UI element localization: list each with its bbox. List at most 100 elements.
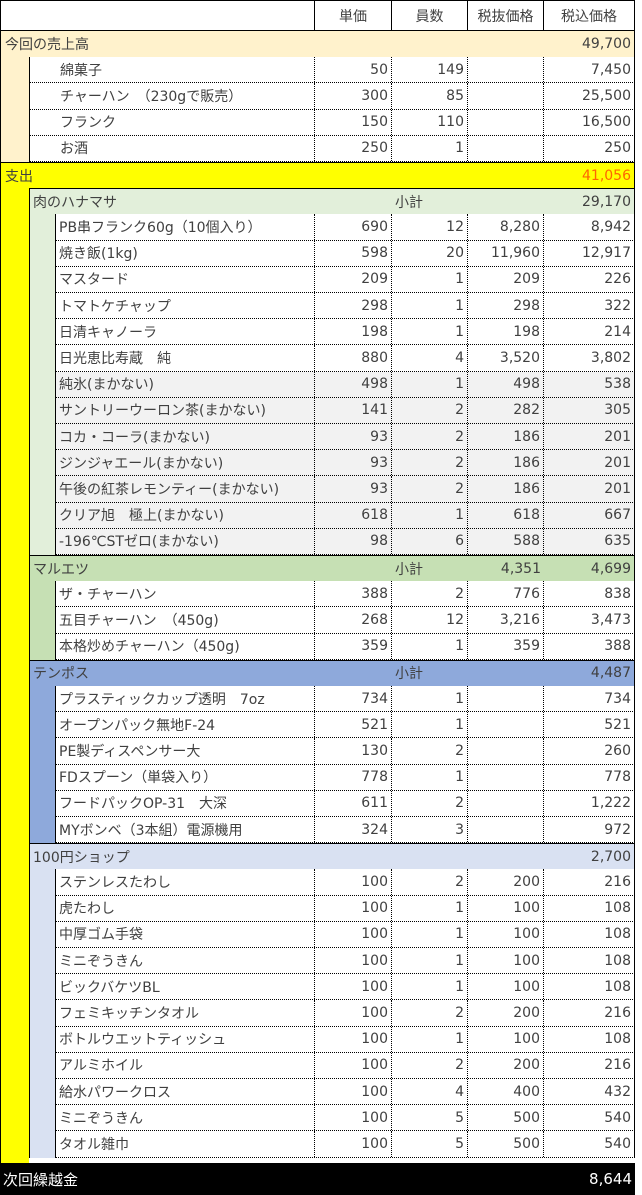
item-taxed-cell[interactable]: 734 <box>604 690 631 707</box>
item-unit-cell[interactable]: 598 <box>315 240 392 266</box>
item-qty-cell[interactable]: 2 <box>392 581 468 607</box>
item-pretax-cell[interactable]: 618 <box>468 502 544 528</box>
item-name-cell[interactable]: 五目チャーハン （450g) <box>56 607 315 633</box>
header-col-unit-price[interactable]: 単価 <box>314 1 391 30</box>
item-name-cell[interactable]: 純氷(まかない) <box>56 371 315 397</box>
item-qty-cell[interactable]: 1 <box>392 371 468 397</box>
item-name-cell[interactable]: ボトルウエットティッシュ <box>56 1026 315 1052</box>
item-unit-cell[interactable]: 100 <box>315 974 392 1000</box>
item-pretax-cell[interactable]: 3,216 <box>468 607 544 633</box>
item-qty-cell[interactable]: 2 <box>392 450 468 476</box>
expenses-label[interactable]: 支出 <box>5 168 33 185</box>
item-qty-cell[interactable]: 4 <box>392 345 468 371</box>
item-taxed-cell[interactable]: 108 <box>604 926 631 943</box>
item-taxed-cell[interactable]: 216 <box>604 1057 631 1074</box>
item-taxed-cell[interactable]: 108 <box>604 978 631 995</box>
item-pretax-cell[interactable]: 8,280 <box>468 214 544 240</box>
header-col-qty[interactable]: 員数 <box>391 1 467 30</box>
item-name-cell[interactable]: フードパックOP-31 大深 <box>56 790 315 816</box>
item-taxed-cell[interactable]: 214 <box>604 323 631 340</box>
item-unit-cell[interactable]: 100 <box>315 948 392 974</box>
item-taxed-cell[interactable]: 7,450 <box>590 61 631 78</box>
subtotal-pretax[interactable] <box>468 661 544 686</box>
item-pretax-cell[interactable] <box>468 57 544 83</box>
subtotal-pretax[interactable] <box>468 844 544 869</box>
item-unit-cell[interactable]: 100 <box>315 869 392 895</box>
item-taxed-cell[interactable]: 322 <box>604 297 631 314</box>
item-pretax-cell[interactable] <box>468 109 544 135</box>
item-unit-cell[interactable]: 300 <box>315 83 392 109</box>
item-pretax-cell[interactable]: 200 <box>468 1052 544 1078</box>
item-unit-cell[interactable]: 324 <box>315 817 392 843</box>
item-qty-cell[interactable]: 1 <box>392 319 468 345</box>
item-unit-cell[interactable]: 50 <box>315 57 392 83</box>
item-pretax-cell[interactable]: 100 <box>468 948 544 974</box>
item-taxed-cell[interactable]: 521 <box>604 716 631 733</box>
item-qty-cell[interactable]: 2 <box>392 738 468 764</box>
item-name-cell[interactable]: 給水パワークロス <box>56 1079 315 1105</box>
item-name-cell[interactable]: 日光恵比寿蔵 純 <box>56 345 315 371</box>
item-unit-cell[interactable]: 298 <box>315 293 392 319</box>
item-qty-cell[interactable]: 110 <box>392 109 468 135</box>
item-taxed-cell[interactable]: 667 <box>604 507 631 524</box>
store-name[interactable]: 100円ショップ <box>33 849 130 866</box>
item-qty-cell[interactable]: 20 <box>392 240 468 266</box>
header-col-taxed[interactable]: 税込価格 <box>543 1 634 30</box>
item-qty-cell[interactable]: 1 <box>392 948 468 974</box>
item-name-cell[interactable]: コカ・コーラ(まかない) <box>56 424 315 450</box>
item-name-cell[interactable]: ミニぞうきん <box>56 948 315 974</box>
item-name-cell[interactable]: ミニぞうきん <box>56 1105 315 1131</box>
item-taxed-cell[interactable]: 226 <box>604 271 631 288</box>
item-taxed-cell[interactable]: 16,500 <box>582 114 631 131</box>
item-name-cell[interactable]: 日清キャノーラ <box>56 319 315 345</box>
item-pretax-cell[interactable]: 500 <box>468 1131 544 1157</box>
item-qty-cell[interactable]: 1 <box>392 921 468 947</box>
item-qty-cell[interactable]: 1 <box>392 712 468 738</box>
subtotal-taxed[interactable]: 29,170 <box>582 193 631 210</box>
item-pretax-cell[interactable]: 209 <box>468 266 544 292</box>
item-name-cell[interactable]: 中厚ゴム手袋 <box>56 921 315 947</box>
item-qty-cell[interactable]: 3 <box>392 817 468 843</box>
item-name-cell[interactable]: チャーハン （230gで販売） <box>30 83 315 109</box>
subtotal-pretax[interactable] <box>468 189 544 214</box>
item-pretax-cell[interactable] <box>468 686 544 712</box>
item-name-cell[interactable]: 虎たわし <box>56 895 315 921</box>
item-pretax-cell[interactable] <box>468 738 544 764</box>
item-pretax-cell[interactable] <box>468 817 544 843</box>
item-pretax-cell[interactable] <box>468 712 544 738</box>
subtotal-taxed[interactable]: 4,699 <box>590 560 631 577</box>
item-name-cell[interactable]: オープンパック無地F-24 <box>56 712 315 738</box>
item-unit-cell[interactable]: 100 <box>315 1052 392 1078</box>
item-unit-cell[interactable]: 100 <box>315 921 392 947</box>
item-taxed-cell[interactable]: 108 <box>604 1031 631 1048</box>
item-taxed-cell[interactable]: 540 <box>604 1109 631 1126</box>
item-taxed-cell[interactable]: 108 <box>604 900 631 917</box>
item-qty-cell[interactable]: 12 <box>392 214 468 240</box>
item-pretax-cell[interactable]: 500 <box>468 1105 544 1131</box>
item-taxed-cell[interactable]: 216 <box>604 1004 631 1021</box>
item-taxed-cell[interactable]: 432 <box>604 1083 631 1100</box>
item-taxed-cell[interactable]: 216 <box>604 873 631 890</box>
item-taxed-cell[interactable]: 838 <box>604 585 631 602</box>
item-unit-cell[interactable]: 611 <box>315 790 392 816</box>
item-pretax-cell[interactable]: 776 <box>468 581 544 607</box>
item-qty-cell[interactable]: 2 <box>392 1052 468 1078</box>
item-qty-cell[interactable]: 5 <box>392 1105 468 1131</box>
item-name-cell[interactable]: -196℃STゼロ(まかない) <box>56 528 315 554</box>
item-pretax-cell[interactable]: 359 <box>468 633 544 659</box>
item-taxed-cell[interactable]: 108 <box>604 952 631 969</box>
item-name-cell[interactable]: サントリーウーロン茶(まかない) <box>56 397 315 423</box>
item-pretax-cell[interactable]: 588 <box>468 528 544 554</box>
item-pretax-cell[interactable]: 186 <box>468 424 544 450</box>
item-unit-cell[interactable]: 100 <box>315 1079 392 1105</box>
item-pretax-cell[interactable] <box>468 83 544 109</box>
item-pretax-cell[interactable]: 198 <box>468 319 544 345</box>
item-unit-cell[interactable]: 734 <box>315 686 392 712</box>
subtotal-taxed[interactable]: 2,700 <box>590 848 631 865</box>
item-taxed-cell[interactable]: 8,942 <box>590 218 631 235</box>
item-qty-cell[interactable]: 1 <box>392 266 468 292</box>
item-unit-cell[interactable]: 93 <box>315 424 392 450</box>
item-pretax-cell[interactable]: 186 <box>468 476 544 502</box>
item-name-cell[interactable]: 午後の紅茶レモンティー(まかない) <box>56 476 315 502</box>
item-name-cell[interactable]: プラスティックカップ透明 7oz <box>56 686 315 712</box>
